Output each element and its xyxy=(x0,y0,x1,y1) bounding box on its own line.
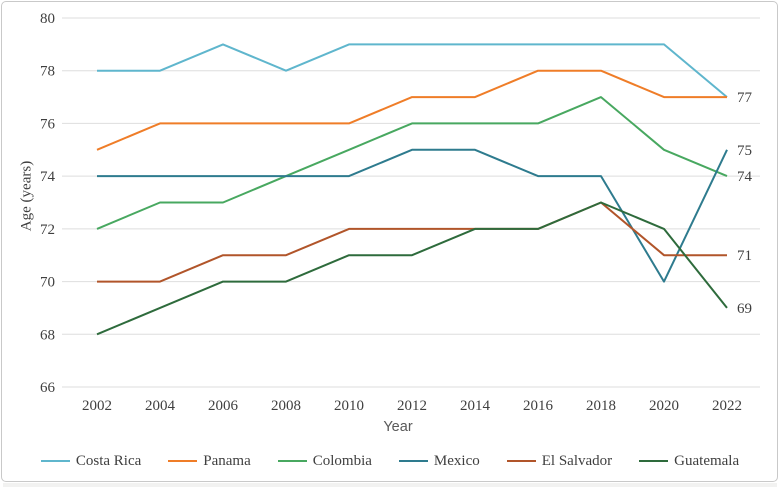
x-tick-label-2006: 2006 xyxy=(208,398,239,414)
x-tick-label-2002: 2002 xyxy=(82,398,112,414)
y-tick-label-76: 76 xyxy=(40,116,56,132)
legend-item-costa-rica: Costa Rica xyxy=(40,452,142,470)
legend-swatch-costa-rica xyxy=(40,460,70,462)
series-line-costa-rica xyxy=(97,43,728,98)
x-tick-label-2012: 2012 xyxy=(397,398,427,414)
legend-swatch-colombia xyxy=(277,460,307,462)
series-line-el-salvador xyxy=(97,201,727,283)
y-tick-label-66: 66 xyxy=(40,380,56,396)
legend-item-colombia: Colombia xyxy=(277,452,372,470)
x-tick-label-2008: 2008 xyxy=(271,398,301,414)
figure-bottom-strip xyxy=(3,483,777,487)
series-end-label-colombia: 74 xyxy=(737,169,753,185)
series-line-guatemala xyxy=(96,201,728,336)
series-line-colombia xyxy=(96,96,728,230)
legend-swatch-panama xyxy=(168,460,198,462)
y-tick-label-78: 78 xyxy=(40,64,55,80)
legend-swatch-guatemala xyxy=(639,460,669,462)
y-tick-label-70: 70 xyxy=(40,275,55,291)
x-tick-label-2018: 2018 xyxy=(586,398,616,414)
x-tick-label-2016: 2016 xyxy=(523,398,554,414)
series-line-panama xyxy=(96,69,727,151)
series-end-label-panama: 77 xyxy=(737,90,753,106)
x-tick-label-2004: 2004 xyxy=(145,398,176,414)
legend-item-mexico: Mexico xyxy=(398,452,480,470)
x-tick-label-2014: 2014 xyxy=(460,398,491,414)
y-tick-label-68: 68 xyxy=(40,327,55,343)
legend-swatch-mexico xyxy=(398,460,428,462)
y-axis-title: Age (years) xyxy=(18,160,35,232)
legend-item-guatemala: Guatemala xyxy=(639,453,739,470)
legend-label-colombia: Colombia xyxy=(312,452,372,469)
legend-label-guatemala: Guatemala xyxy=(674,452,740,469)
x-axis-title: Year xyxy=(383,419,413,435)
legend-label-mexico: Mexico xyxy=(433,452,480,469)
x-tick-label-2022: 2022 xyxy=(712,398,742,414)
series-end-label-el-salvador: 71 xyxy=(737,248,752,264)
legend-item-panama: Panama xyxy=(168,452,251,470)
y-tick-label-72: 72 xyxy=(40,222,55,238)
legend-label-panama: Panama xyxy=(203,452,251,469)
legend: Costa Rica Panama Colombia Mexico El Salvado… xyxy=(0,452,780,470)
legend-label-el-salvador: El Salvador xyxy=(541,452,613,469)
x-tick-label-2020: 2020 xyxy=(649,398,679,414)
y-tick-label-80: 80 xyxy=(40,11,55,27)
legend-label-costa-rica: Costa Rica xyxy=(75,452,142,469)
x-tick-label-2010: 2010 xyxy=(334,398,364,414)
series-end-label-guatemala: 69 xyxy=(737,301,752,317)
y-tick-label-74: 74 xyxy=(40,169,56,185)
legend-item-el-salvador: El Salvador xyxy=(506,452,613,470)
series-end-label-mexico: 75 xyxy=(737,143,752,159)
legend-swatch-el-salvador xyxy=(506,460,536,462)
